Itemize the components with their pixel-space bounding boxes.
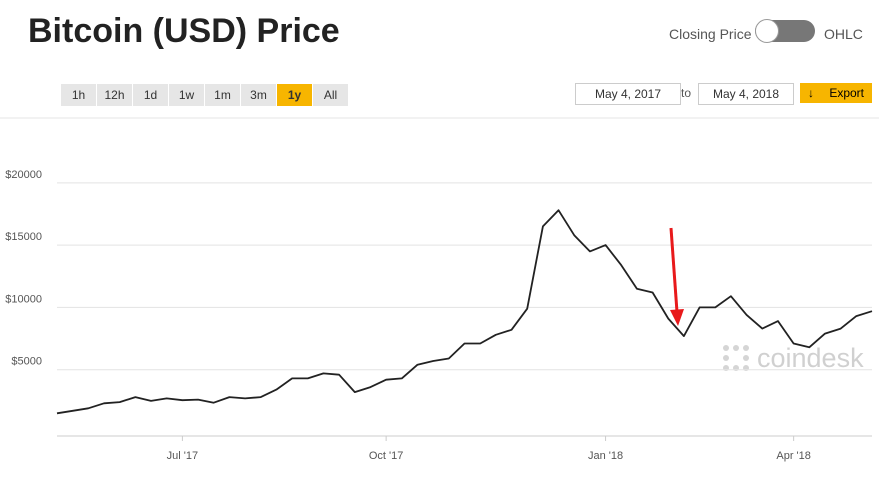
range-button[interactable]: 3m bbox=[241, 84, 276, 106]
x-tick-label: Jan '18 bbox=[588, 450, 623, 462]
x-tick-label: Oct '17 bbox=[369, 450, 404, 462]
range-button[interactable]: 1w bbox=[169, 84, 204, 106]
annotation-arrow bbox=[669, 227, 684, 326]
watermark-logo bbox=[723, 345, 749, 371]
range-buttons: 1h 12h 1d 1w 1m 3m 1y All bbox=[61, 84, 348, 106]
watermark: coindesk bbox=[757, 343, 864, 373]
range-button[interactable]: 1d bbox=[133, 84, 168, 106]
date-sep: to bbox=[681, 86, 692, 100]
export-label: Export bbox=[829, 86, 864, 100]
date-to[interactable]: May 4, 2018 bbox=[698, 83, 794, 105]
range-button[interactable]: 1h bbox=[61, 84, 96, 106]
range-button[interactable]: 12h bbox=[97, 84, 132, 106]
title: Bitcoin (USD) Price bbox=[28, 12, 340, 50]
export-icon: ↓ bbox=[808, 86, 814, 100]
y-tick-label: $20000 bbox=[5, 169, 42, 181]
range-button[interactable]: 1y bbox=[277, 84, 312, 106]
toggle[interactable] bbox=[755, 19, 815, 43]
toggle-label: OHLC bbox=[824, 26, 863, 42]
toggle-knob bbox=[755, 19, 779, 43]
x-tick-label: Apr '18 bbox=[776, 450, 811, 462]
price-line bbox=[56, 209, 873, 415]
range-button[interactable]: 1m bbox=[205, 84, 240, 106]
y-tick-label: $10000 bbox=[5, 293, 42, 305]
x-tick-label: Jul '17 bbox=[167, 450, 198, 462]
range-button[interactable]: All bbox=[313, 84, 348, 106]
export-button[interactable]: ↓ Export bbox=[800, 83, 872, 103]
y-tick-label: $5000 bbox=[11, 356, 42, 368]
y-tick-label: $15000 bbox=[5, 231, 42, 243]
toggle-label: Closing Price bbox=[669, 26, 752, 42]
date-from[interactable]: May 4, 2017 bbox=[575, 83, 681, 105]
